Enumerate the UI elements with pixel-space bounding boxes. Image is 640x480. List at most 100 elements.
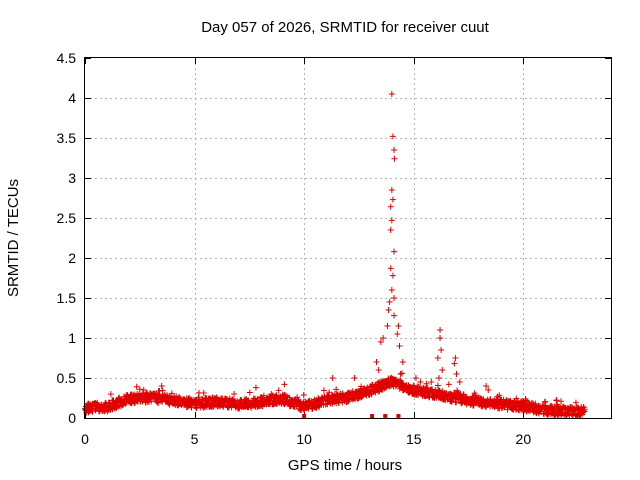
data-point — [399, 359, 406, 365]
data-point — [558, 398, 565, 405]
data-point — [395, 323, 402, 329]
y-axis: 0 0.5 1 1.5 2 2.5 3 3.5 4 4.5 — [57, 50, 611, 426]
data-points — [82, 91, 588, 419]
data-point — [380, 335, 387, 341]
data-point — [394, 331, 401, 337]
data-point — [391, 295, 398, 301]
data-point — [333, 386, 340, 393]
data-point — [496, 392, 503, 399]
data-point — [200, 389, 207, 396]
data-point — [434, 382, 441, 389]
data-point — [329, 375, 336, 381]
data-point — [246, 389, 253, 396]
x-axis-label: GPS time / hours — [288, 457, 402, 474]
data-point — [176, 394, 183, 401]
zero-line-marker — [302, 414, 307, 418]
plot-frame — [84, 57, 612, 419]
data-point — [373, 359, 380, 365]
data-point — [397, 371, 404, 377]
data-point — [398, 370, 405, 377]
data-point — [326, 389, 333, 396]
data-point — [388, 187, 395, 193]
data-point — [89, 408, 96, 415]
y-tick-label: 0.5 — [57, 370, 77, 386]
y-tick-label: 3.5 — [57, 130, 77, 146]
data-point — [423, 380, 430, 387]
data-point — [437, 327, 444, 333]
y-axis-label: SRMTID / TECUs — [5, 179, 22, 297]
data-point — [158, 383, 165, 389]
data-point — [388, 217, 395, 224]
data-point — [388, 91, 395, 97]
data-point — [281, 381, 288, 388]
data-point — [133, 383, 140, 390]
data-point — [252, 384, 259, 391]
zero-line-marker — [370, 414, 375, 418]
data-point — [389, 272, 396, 279]
y-tick-label: 3 — [68, 170, 76, 186]
data-point — [483, 383, 490, 389]
data-point — [451, 360, 458, 367]
data-point — [438, 347, 445, 353]
y-tick-label: 4.5 — [57, 50, 77, 66]
y-tick-label: 4 — [68, 90, 76, 106]
data-point — [452, 355, 459, 361]
y-tick-label: 2 — [68, 250, 76, 266]
data-point — [375, 367, 382, 373]
data-point — [155, 400, 162, 407]
data-point — [268, 391, 275, 397]
data-point — [513, 395, 520, 402]
data-point — [231, 391, 238, 397]
zero-line-marker — [396, 414, 401, 418]
grid-lines — [85, 58, 611, 418]
data-point — [385, 307, 392, 313]
y-tick-label: 1 — [68, 330, 76, 346]
x-tick-label: 0 — [81, 431, 89, 447]
data-point — [188, 404, 195, 411]
data-point — [377, 339, 384, 345]
data-point — [581, 406, 588, 413]
chart-title: Day 057 of 2026, SRMTID for receiver cuu… — [201, 19, 489, 36]
y-tick-label: 1.5 — [57, 290, 77, 306]
data-point — [435, 375, 442, 381]
data-point — [386, 382, 393, 389]
data-point — [417, 379, 424, 385]
data-point — [494, 395, 501, 402]
data-point — [391, 147, 398, 153]
data-point — [359, 393, 366, 400]
data-point — [445, 381, 452, 388]
data-point — [396, 343, 403, 349]
data-point — [372, 389, 379, 396]
data-point — [107, 391, 114, 398]
data-point — [437, 335, 444, 341]
x-tick-label: 15 — [406, 431, 422, 447]
data-point — [572, 399, 579, 406]
data-point — [412, 375, 419, 381]
data-point — [148, 398, 155, 405]
data-point — [434, 355, 441, 361]
data-point — [300, 392, 307, 399]
y-tick-label: 2.5 — [57, 210, 77, 226]
data-point — [136, 386, 143, 393]
data-point — [159, 387, 166, 394]
data-point — [286, 394, 293, 401]
data-point — [358, 383, 365, 390]
x-tick-label: 5 — [191, 431, 199, 447]
data-point — [387, 203, 394, 210]
data-point — [453, 371, 460, 377]
x-axis: 0 5 10 15 20 — [81, 58, 531, 447]
data-point — [439, 367, 446, 373]
data-point — [568, 411, 575, 418]
data-point — [386, 299, 393, 305]
y-tick-label: 0 — [68, 410, 76, 426]
data-point — [389, 196, 396, 203]
data-point — [351, 375, 358, 381]
data-point — [168, 390, 175, 397]
data-point — [391, 248, 398, 255]
x-tick-label: 10 — [296, 431, 312, 447]
x-tick-label: 20 — [516, 431, 532, 447]
data-point — [387, 227, 394, 233]
zero-line-marker — [383, 414, 388, 418]
data-point — [485, 387, 492, 393]
